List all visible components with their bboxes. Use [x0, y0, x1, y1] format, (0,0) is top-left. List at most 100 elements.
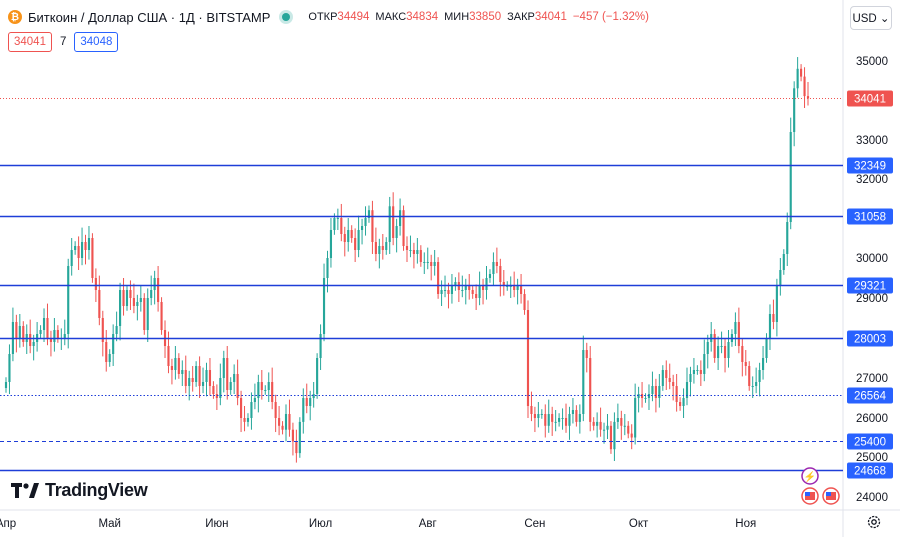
- candle-body: [167, 346, 170, 366]
- candle-body: [602, 429, 606, 431]
- candle-body: [464, 286, 467, 290]
- candle-body: [744, 362, 747, 366]
- candle-body: [416, 250, 419, 254]
- candle-body: [402, 210, 405, 246]
- candle-body: [796, 68, 799, 89]
- bid-ask-row: 34041 7 34048: [8, 32, 119, 52]
- candle-body: [703, 354, 706, 374]
- y-tick-label: 30000: [856, 253, 888, 265]
- candle-body: [367, 210, 371, 218]
- level-price-label: 24668: [854, 466, 886, 478]
- candle-body: [336, 218, 339, 219]
- candle-body: [582, 350, 585, 414]
- x-tick-label: Ноя: [735, 518, 756, 530]
- candle-body: [547, 414, 550, 426]
- candle-body: [706, 342, 709, 354]
- candle-body: [405, 246, 409, 250]
- candle-body: [226, 358, 229, 390]
- tradingview-logo-icon: [11, 482, 39, 498]
- candle-body: [354, 238, 357, 250]
- candle-body: [360, 226, 364, 230]
- candle-body: [8, 354, 11, 382]
- candle-body: [440, 290, 443, 294]
- candle-body: [675, 386, 678, 402]
- settings-gear-icon[interactable]: [866, 514, 882, 530]
- candle-body: [558, 418, 561, 422]
- sell-price-button[interactable]: 34041: [8, 32, 52, 52]
- candle-body: [786, 222, 789, 254]
- candle-body: [499, 266, 502, 282]
- us-flag-canton-icon: [805, 492, 810, 496]
- open-value: 34494: [337, 11, 370, 23]
- low-label: МИН: [444, 11, 470, 23]
- candle-body: [222, 358, 225, 378]
- candle-body: [640, 394, 644, 398]
- candle-body: [260, 382, 263, 390]
- candle-body: [616, 418, 619, 422]
- candle-body: [644, 398, 647, 399]
- candle-body: [288, 414, 291, 430]
- candle-body: [606, 425, 609, 430]
- candle-body: [46, 318, 49, 338]
- candle-body: [281, 425, 284, 430]
- candle-body: [243, 418, 246, 422]
- candle-body: [775, 286, 778, 322]
- tradingview-logo[interactable]: TradingView: [11, 480, 148, 501]
- candle-body: [132, 298, 135, 306]
- candle-body: [70, 250, 73, 266]
- last-price-label: 34041: [854, 94, 886, 106]
- currency-select[interactable]: USD ⌄: [850, 6, 892, 30]
- candle-body: [561, 418, 564, 419]
- candle-body: [146, 298, 149, 330]
- candle-body: [533, 414, 536, 418]
- candle-body: [737, 322, 740, 346]
- candle-body: [485, 278, 488, 290]
- candle-body: [101, 318, 104, 342]
- candle-body: [717, 346, 720, 358]
- candle-body: [793, 88, 796, 132]
- candle-body: [157, 278, 160, 302]
- candle-body: [319, 334, 322, 358]
- candle-body: [520, 286, 523, 294]
- candle-body: [388, 206, 391, 242]
- symbol-title[interactable]: Биткоин / Доллар США · 1Д · BITSTAMP: [28, 9, 271, 25]
- candle-body: [409, 250, 412, 251]
- buy-price-button[interactable]: 34048: [74, 32, 119, 52]
- candle-body: [350, 230, 353, 238]
- level-price-label: 28003: [854, 334, 886, 346]
- last-price-badge: [847, 90, 893, 107]
- candle-body: [437, 262, 440, 294]
- candle-body: [540, 414, 543, 415]
- candle-body: [215, 394, 218, 398]
- candle-body: [554, 421, 557, 423]
- candle-body: [84, 242, 87, 250]
- candle-body: [385, 242, 388, 250]
- candle-body: [426, 262, 429, 263]
- candle-body: [509, 286, 512, 287]
- candle-body: [495, 262, 498, 266]
- candle-body: [661, 370, 664, 386]
- candle-body: [49, 338, 53, 342]
- candle-body: [443, 290, 447, 291]
- candle-body: [551, 414, 554, 422]
- candle-body: [112, 334, 115, 354]
- candle-body: [378, 246, 381, 254]
- candle-body: [779, 270, 782, 286]
- us-flag-canton-icon: [826, 492, 831, 496]
- level-price-badge: [847, 330, 893, 347]
- candle-body: [381, 246, 384, 250]
- x-tick-label: Июл: [309, 518, 332, 530]
- candle-body: [634, 398, 637, 438]
- candle-body: [212, 386, 215, 394]
- candle-body: [585, 350, 588, 358]
- candle-body: [761, 358, 765, 370]
- candle-body: [399, 210, 402, 226]
- candle-body: [305, 398, 308, 406]
- x-tick-label: Апр: [0, 518, 16, 530]
- candle-body: [174, 358, 177, 370]
- candle-body: [537, 414, 540, 418]
- candle-body: [654, 386, 657, 398]
- candle-body: [755, 382, 758, 386]
